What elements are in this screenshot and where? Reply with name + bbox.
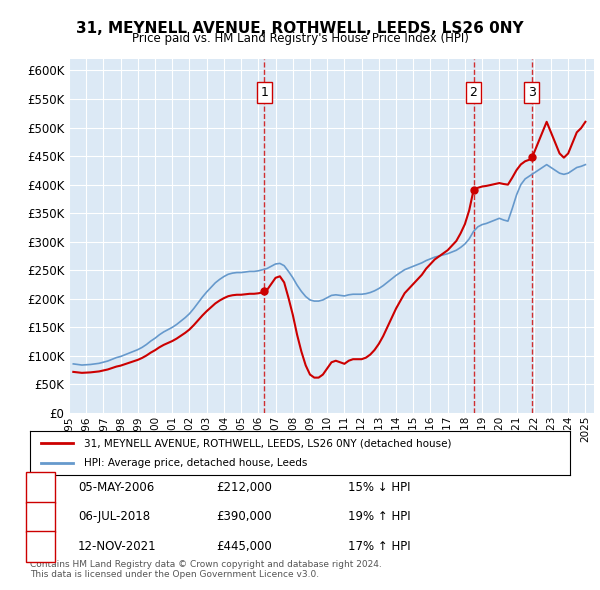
Text: £445,000: £445,000 xyxy=(216,539,272,553)
Text: Price paid vs. HM Land Registry's House Price Index (HPI): Price paid vs. HM Land Registry's House … xyxy=(131,32,469,45)
Text: 17% ↑ HPI: 17% ↑ HPI xyxy=(348,539,410,553)
Text: 31, MEYNELL AVENUE, ROTHWELL, LEEDS, LS26 0NY (detached house): 31, MEYNELL AVENUE, ROTHWELL, LEEDS, LS2… xyxy=(84,438,452,448)
Text: £390,000: £390,000 xyxy=(216,510,272,523)
Text: 15% ↓ HPI: 15% ↓ HPI xyxy=(348,480,410,494)
Text: HPI: Average price, detached house, Leeds: HPI: Average price, detached house, Leed… xyxy=(84,458,307,467)
Text: Contains HM Land Registry data © Crown copyright and database right 2024.
This d: Contains HM Land Registry data © Crown c… xyxy=(30,560,382,579)
Text: 19% ↑ HPI: 19% ↑ HPI xyxy=(348,510,410,523)
Text: 3: 3 xyxy=(527,86,535,99)
Text: 31, MEYNELL AVENUE, ROTHWELL, LEEDS, LS26 0NY: 31, MEYNELL AVENUE, ROTHWELL, LEEDS, LS2… xyxy=(76,21,524,35)
Text: 2: 2 xyxy=(470,86,478,99)
Text: 1: 1 xyxy=(260,86,268,99)
Text: 05-MAY-2006: 05-MAY-2006 xyxy=(78,480,154,494)
Text: £212,000: £212,000 xyxy=(216,480,272,494)
Text: 3: 3 xyxy=(37,539,44,553)
Text: 06-JUL-2018: 06-JUL-2018 xyxy=(78,510,150,523)
Text: 2: 2 xyxy=(37,510,44,523)
Text: 12-NOV-2021: 12-NOV-2021 xyxy=(78,539,157,553)
Text: 1: 1 xyxy=(37,480,44,494)
